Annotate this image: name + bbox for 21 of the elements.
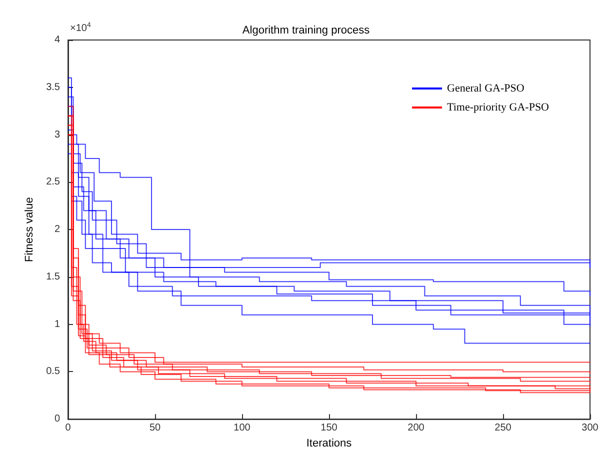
x-tick-label: 100 — [234, 422, 251, 434]
y-tick-label: 4 — [54, 34, 60, 46]
x-tick-label: 50 — [149, 422, 161, 434]
y-tick-label: 2 — [54, 224, 60, 236]
y-tick-label: 0 — [54, 414, 60, 425]
x-tick-label: 200 — [408, 422, 425, 434]
x-tick-label: 150 — [320, 422, 338, 434]
y-tick-label: 3 — [54, 129, 60, 140]
y-tick-label: 2.5 — [46, 176, 60, 188]
y-tick-label: 1.5 — [46, 271, 60, 282]
x-axis-title: Iterations — [306, 438, 352, 450]
x-tick-label: 0 — [65, 422, 72, 434]
y-tick-label: 0.5 — [46, 366, 60, 378]
legend-label: Time-priority GA-PSO — [447, 102, 550, 114]
y-tick-label: 1 — [54, 318, 60, 330]
chart-title: Algorithm training process — [242, 24, 370, 36]
y-axis-title: Fitness value — [24, 197, 36, 262]
legend-label: General GA-PSO — [447, 82, 524, 94]
x-tick-label: 250 — [494, 422, 512, 434]
y-tick-label: 3.5 — [46, 82, 60, 93]
x-tick-label: 300 — [582, 422, 599, 434]
